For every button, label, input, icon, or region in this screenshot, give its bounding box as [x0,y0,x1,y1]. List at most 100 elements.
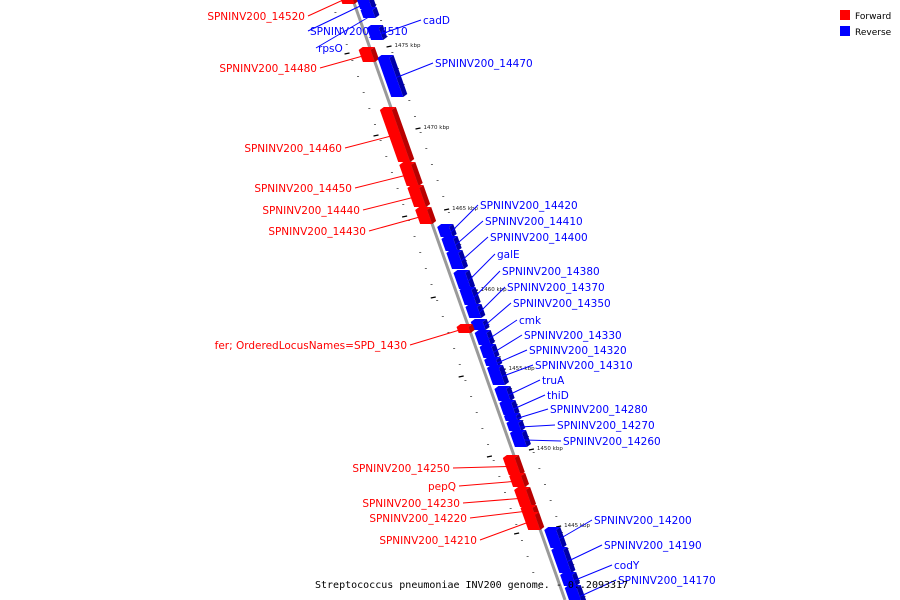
gene-label[interactable]: SPNINV200_14270 [557,420,655,432]
gene-label[interactable]: SPNINV200_14410 [485,216,583,228]
gene-label[interactable]: codY [614,560,640,572]
gene-feature[interactable] [456,324,475,333]
gene-label[interactable]: SPNINV200_14380 [502,266,600,278]
gene-label[interactable]: SPNINV200_14400 [490,232,588,244]
gene-label[interactable]: SPNINV200_14200 [594,515,692,527]
gene-label[interactable]: SPNINV200_14460 [244,143,342,155]
gene-block-top [487,365,504,368]
gene-feature[interactable] [437,224,457,237]
gene-block-face [514,490,533,507]
gene-label[interactable]: rpsO [318,43,343,55]
scale-minor-tick [509,508,512,509]
gene-feature[interactable] [340,0,359,4]
scale-minor-tick [402,204,405,205]
gene-label-connector [573,564,613,581]
gene-label[interactable]: SPNINV200_14210 [379,535,477,547]
gene-label-connector [380,19,422,35]
gene-block-face [456,327,471,333]
gene-feature[interactable] [446,250,469,269]
gene-block-top [453,270,470,273]
gene-label-connector [396,62,434,78]
gene-feature[interactable] [470,319,490,330]
gene-feature[interactable] [506,420,526,431]
gene-feature[interactable] [453,270,476,289]
genome-caption: Streptococcus pneumoniae INV200 genome. … [315,580,628,591]
gene-label[interactable]: fer; OrderedLocusNames=SPD_1430 [215,340,407,352]
gene-label-connector [307,1,370,32]
gene-label[interactable]: SPNINV200_14420 [480,200,578,212]
gene-feature[interactable] [465,304,486,318]
gene-feature[interactable] [358,47,379,62]
scale-minor-tick [526,556,529,557]
gene-label[interactable]: SPNINV200_14350 [513,298,611,310]
gene-block-face [366,28,384,40]
gene-feature[interactable] [509,430,531,447]
gene-label[interactable]: SPNINV200_14430 [268,226,366,238]
gene-label[interactable]: SPNINV200_14370 [507,282,605,294]
gene-feature[interactable] [484,357,503,366]
gene-feature[interactable] [503,413,522,421]
gene-label[interactable]: SPNINV200_14450 [254,183,352,195]
gene-label-connector [479,286,506,313]
gene-feature[interactable] [377,55,408,97]
gene-block-side [411,162,423,186]
gene-label[interactable]: SPNINV200_14440 [262,205,360,217]
gene-feature[interactable] [522,512,545,530]
gene-label[interactable]: SPNINV200_14220 [369,513,467,525]
scale-minor-tick [464,380,467,381]
gene-feature[interactable] [441,236,462,251]
gene-block-side [499,365,510,385]
gene-label[interactable]: SPNINV200_14480 [219,63,317,75]
gene-label[interactable]: SPNINV200_14510 [310,26,408,38]
gene-label[interactable]: thiD [547,390,569,402]
gene-label[interactable]: cmk [519,315,542,327]
gene-label[interactable]: SPNINV200_14320 [529,345,627,357]
scale-major-tick [402,215,408,218]
gene-feature[interactable] [499,400,520,415]
gene-feature[interactable] [360,7,380,18]
gene-block-face [506,423,522,431]
gene-block-top [551,547,568,550]
scale-minor-tick [447,332,450,333]
gene-label[interactable]: SPNINV200_14520 [207,11,305,23]
gene-label-connector [567,544,603,562]
gene-label[interactable]: galE [497,249,520,261]
scale-minor-tick [538,468,541,469]
gene-feature[interactable] [415,207,437,224]
gene-feature[interactable] [487,365,510,385]
gene-label[interactable]: truA [542,375,565,387]
gene-feature[interactable] [399,162,423,186]
gene-block-side [372,7,380,18]
gene-label[interactable]: SPNINV200_14250 [352,463,450,475]
scale-major-tick [344,52,350,55]
scale-minor-tick [385,156,388,157]
gene-label[interactable]: SPNINV200_14230 [362,498,460,510]
gene-block-top [484,357,501,360]
gene-label[interactable]: SPNINV200_14470 [435,58,533,70]
gene-feature[interactable] [564,585,587,600]
gene-block-top [465,304,482,307]
gene-label[interactable]: SPNINV200_14310 [535,360,633,372]
gene-label[interactable]: cadD [423,15,450,27]
gene-feature[interactable] [379,107,415,162]
gene-label[interactable]: pepQ [428,481,456,493]
gene-label[interactable]: SPNINV200_14190 [604,540,702,552]
scale-minor-tick [380,20,383,21]
gene-label[interactable]: SPNINV200_14260 [563,436,661,448]
gene-block-top [399,162,416,165]
gene-feature[interactable] [407,185,431,207]
gene-feature[interactable] [514,487,537,507]
gene-feature[interactable] [366,25,388,40]
gene-feature[interactable] [544,527,567,548]
gene-block-side [576,585,587,600]
gene-feature[interactable] [560,572,581,586]
strand-legend: Forward Reverse [840,10,892,38]
gene-label[interactable]: SPNINV200_14280 [550,404,648,416]
gene-feature[interactable] [509,473,530,487]
gene-label-connector [483,302,512,327]
gene-block-top [441,236,458,239]
gene-feature[interactable] [502,455,525,475]
gene-label[interactable]: SPNINV200_14330 [524,330,622,342]
gene-label[interactable]: SPNINV200_14170 [618,575,716,587]
